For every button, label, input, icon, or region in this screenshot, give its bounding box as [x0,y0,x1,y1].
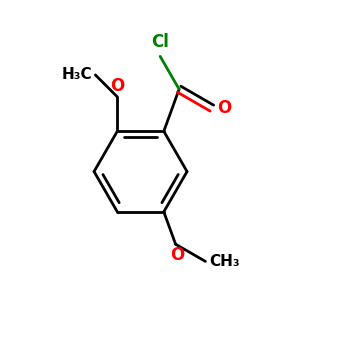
Text: O: O [110,77,125,95]
Text: O: O [217,99,231,117]
Text: H₃C: H₃C [61,68,92,82]
Text: Cl: Cl [151,33,169,51]
Text: O: O [170,246,184,264]
Text: CH₃: CH₃ [209,254,239,269]
